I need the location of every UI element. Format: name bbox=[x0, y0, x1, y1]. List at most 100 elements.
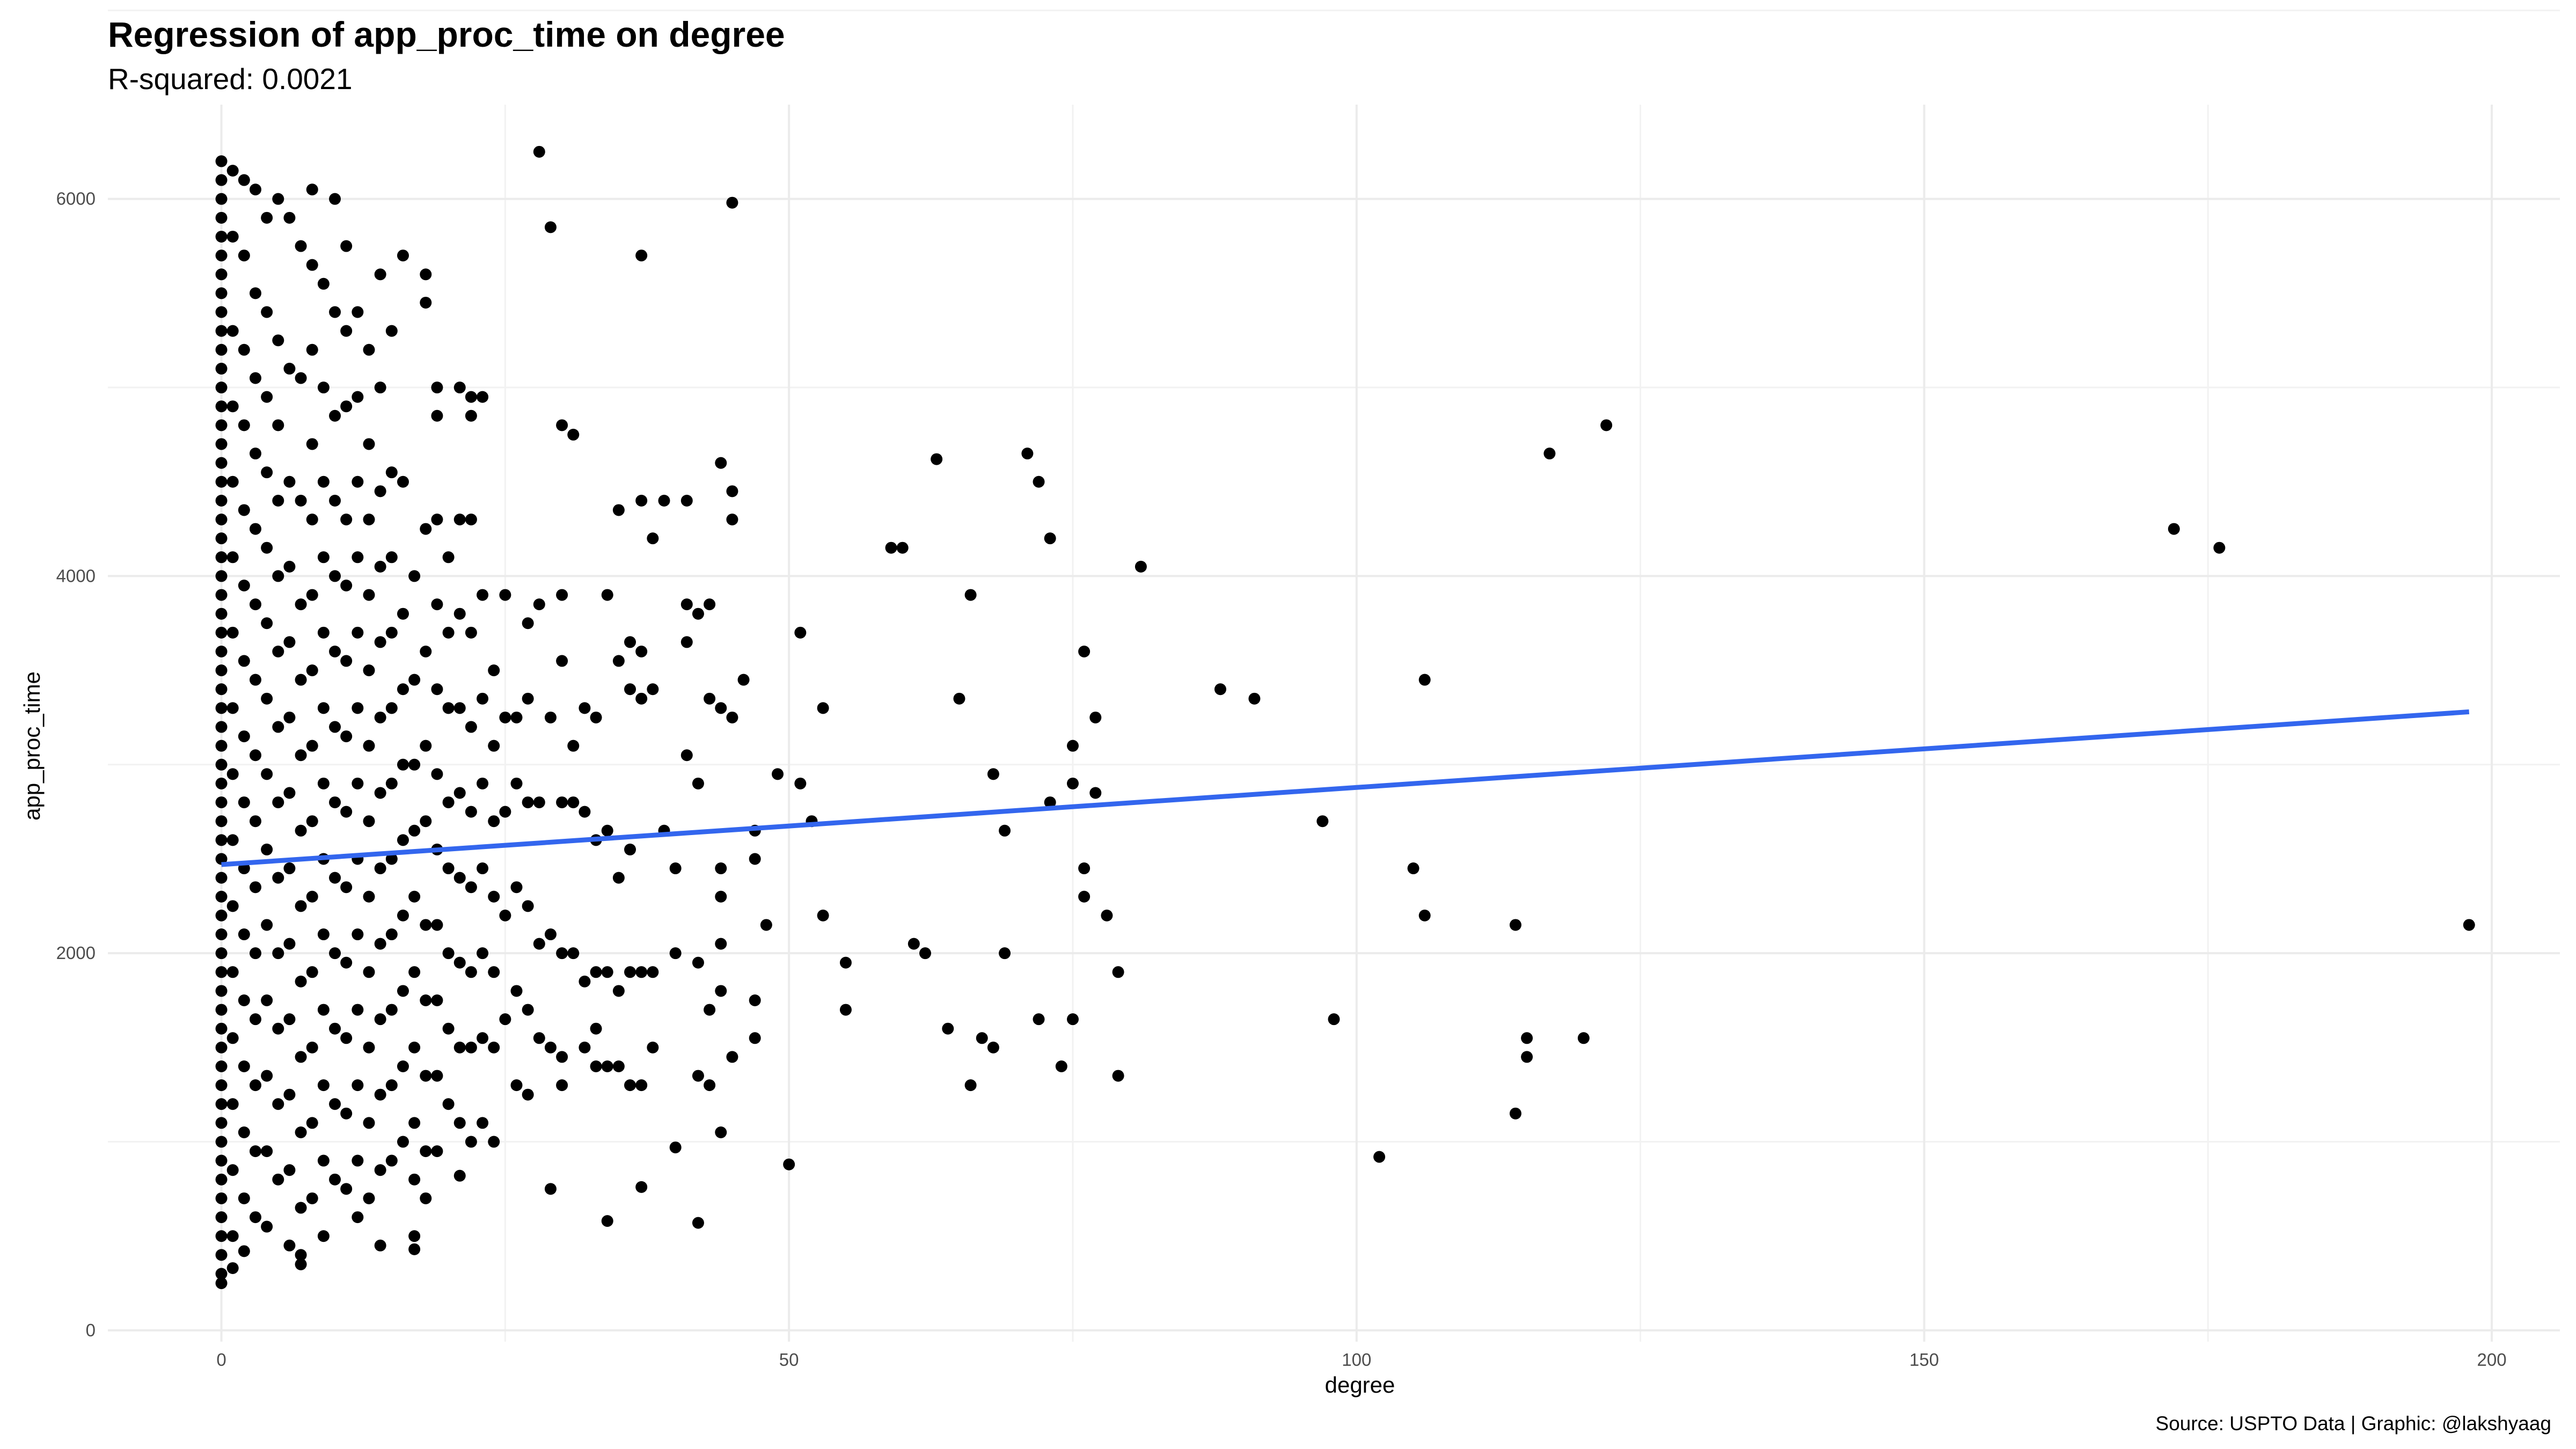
data-point bbox=[817, 909, 829, 921]
data-point bbox=[635, 645, 648, 657]
data-point bbox=[215, 890, 228, 903]
data-point bbox=[533, 1032, 545, 1044]
data-point bbox=[397, 475, 409, 488]
data-point bbox=[238, 1192, 250, 1204]
data-point bbox=[556, 1079, 568, 1092]
data-point bbox=[635, 692, 648, 705]
data-point bbox=[249, 815, 261, 828]
data-point bbox=[2168, 523, 2180, 535]
data-point bbox=[431, 409, 443, 422]
data-point bbox=[601, 824, 613, 837]
data-point bbox=[215, 343, 228, 356]
data-point bbox=[317, 928, 330, 941]
data-point bbox=[215, 306, 228, 318]
data-point bbox=[352, 1154, 364, 1167]
data-point bbox=[2213, 541, 2226, 554]
data-point bbox=[215, 721, 228, 733]
data-point bbox=[442, 551, 455, 564]
data-point bbox=[317, 1154, 330, 1167]
data-point bbox=[295, 674, 307, 686]
data-point bbox=[329, 947, 341, 960]
data-point bbox=[363, 664, 375, 677]
data-point bbox=[215, 193, 228, 205]
data-point bbox=[374, 1164, 386, 1176]
data-point bbox=[272, 947, 284, 960]
data-point bbox=[715, 938, 727, 950]
data-point bbox=[215, 947, 228, 960]
data-point bbox=[465, 966, 477, 978]
data-point bbox=[567, 740, 580, 752]
data-point bbox=[340, 325, 353, 337]
data-point bbox=[488, 890, 500, 903]
data-point bbox=[317, 382, 330, 394]
data-point bbox=[544, 1041, 557, 1053]
data-point bbox=[420, 994, 432, 1007]
data-point bbox=[306, 1192, 318, 1204]
data-point bbox=[306, 184, 318, 196]
data-point bbox=[420, 740, 432, 752]
data-point bbox=[215, 1022, 228, 1035]
data-point bbox=[477, 391, 489, 403]
data-point bbox=[692, 608, 704, 620]
data-point bbox=[408, 674, 421, 686]
data-point bbox=[453, 514, 466, 526]
data-point bbox=[385, 1154, 398, 1167]
data-point bbox=[363, 890, 375, 903]
data-point bbox=[431, 1070, 443, 1082]
data-point bbox=[261, 1145, 273, 1158]
data-point bbox=[692, 1217, 704, 1229]
data-point bbox=[590, 711, 602, 723]
data-point bbox=[238, 1126, 250, 1138]
data-point bbox=[283, 636, 296, 648]
data-point bbox=[783, 1158, 795, 1170]
data-point bbox=[556, 796, 568, 809]
data-point bbox=[215, 664, 228, 677]
data-point bbox=[226, 702, 239, 714]
data-point bbox=[215, 589, 228, 601]
data-point bbox=[431, 768, 443, 780]
data-point bbox=[295, 494, 307, 507]
data-point bbox=[374, 1239, 386, 1252]
data-point bbox=[442, 702, 455, 714]
data-point bbox=[272, 494, 284, 507]
data-point bbox=[794, 626, 807, 639]
data-point bbox=[964, 589, 977, 601]
data-point bbox=[704, 1004, 716, 1016]
data-point bbox=[385, 1079, 398, 1092]
data-point bbox=[442, 1098, 455, 1110]
data-point bbox=[420, 268, 432, 281]
data-point bbox=[760, 919, 772, 931]
data-point bbox=[1112, 966, 1124, 978]
data-point bbox=[226, 1230, 239, 1242]
data-point bbox=[624, 636, 636, 648]
data-point bbox=[215, 174, 228, 186]
data-point bbox=[704, 692, 716, 705]
data-point bbox=[1066, 740, 1079, 752]
data-point bbox=[238, 730, 250, 743]
data-point bbox=[329, 872, 341, 884]
data-point bbox=[374, 560, 386, 573]
data-point bbox=[1509, 919, 1521, 931]
data-point bbox=[397, 1136, 409, 1148]
data-point bbox=[363, 343, 375, 356]
data-point bbox=[453, 872, 466, 884]
data-point bbox=[215, 985, 228, 997]
data-point bbox=[465, 806, 477, 818]
data-point bbox=[261, 617, 273, 630]
data-point bbox=[408, 1173, 421, 1185]
data-point bbox=[408, 570, 421, 582]
data-point bbox=[340, 956, 353, 969]
data-point bbox=[612, 872, 625, 884]
data-point bbox=[249, 523, 261, 535]
data-point bbox=[715, 1126, 727, 1138]
data-point bbox=[329, 1022, 341, 1035]
data-point bbox=[283, 475, 296, 488]
data-point bbox=[726, 485, 738, 497]
data-point bbox=[283, 1164, 296, 1176]
data-point bbox=[431, 598, 443, 611]
data-point bbox=[408, 1041, 421, 1053]
data-point bbox=[352, 1211, 364, 1224]
data-point bbox=[680, 598, 693, 611]
data-point bbox=[1021, 448, 1034, 460]
